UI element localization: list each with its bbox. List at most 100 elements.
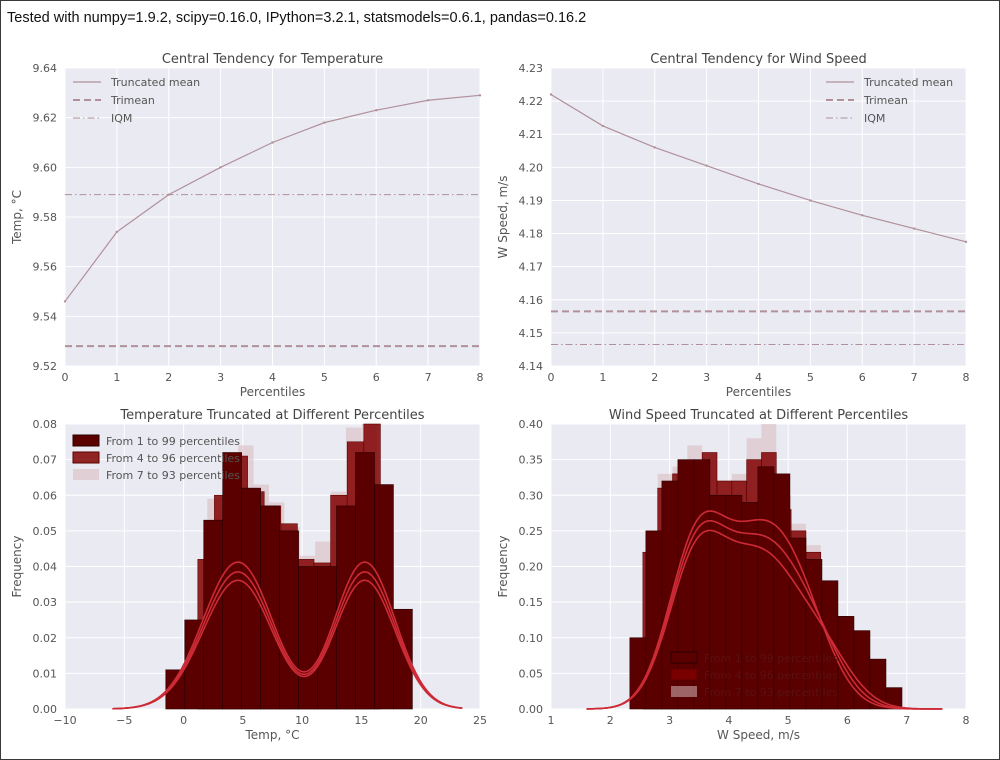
y-tick-label: 4.20	[519, 161, 544, 174]
legend-swatch	[670, 668, 698, 681]
x-tick-label: 8	[963, 371, 970, 384]
legend-swatch	[671, 686, 697, 697]
y-tick-label: 0.20	[519, 561, 544, 574]
wind-central-chart: 0 1 2 3 4 5 6 7 8 4.14 4.15 4.16 4.17 4.18 4.19 4.20 4.2…	[496, 52, 970, 399]
data-point	[219, 166, 222, 169]
x-tick-label: 7	[425, 371, 432, 384]
y-tick-label: 0.00	[519, 703, 544, 716]
legend-label: Trimean	[110, 94, 155, 107]
legend-label: IQM	[864, 112, 885, 125]
x-tick-label: 2	[165, 371, 172, 384]
x-tick-label: 6	[859, 371, 866, 384]
x-tick-label: 20	[414, 714, 428, 727]
y-tick-label: 9.62	[33, 112, 58, 125]
kde-curve	[112, 579, 463, 710]
y-tick-label: 9.64	[33, 62, 58, 75]
y-tick-label: 9.54	[33, 310, 58, 323]
x-tick-label: 2	[607, 714, 614, 727]
x-axis-label: W Speed, m/s	[717, 728, 800, 742]
data-point	[323, 121, 326, 124]
x-tick-label: 4	[755, 371, 762, 384]
histogram-bar	[885, 687, 903, 710]
x-tick-label: 3	[666, 714, 673, 727]
y-tick-label: 9.60	[33, 161, 58, 174]
y-tick-label: 4.21	[519, 128, 544, 141]
y-tick-label: 0.01	[33, 667, 58, 680]
data-point	[757, 182, 760, 186]
x-tick-label: 1	[548, 714, 555, 727]
data-point	[63, 300, 67, 303]
y-tick-label: 0.07	[33, 454, 58, 467]
data-point	[705, 164, 708, 167]
data-point	[653, 146, 656, 149]
y-tick-label: 4.16	[519, 294, 544, 307]
histogram-bar	[260, 505, 280, 710]
x-tick-label: 6	[373, 371, 380, 384]
kde-curve	[112, 571, 463, 710]
chart-title: Central Tendency for Temperature	[162, 52, 383, 67]
y-tick-label: 0.35	[519, 454, 544, 467]
y-tick-label: 0.25	[519, 525, 544, 538]
data-point	[375, 109, 378, 112]
legend-label: From 1 to 99 percentiles	[106, 435, 240, 448]
y-tick-label: 0.30	[519, 489, 544, 502]
kde-curve	[112, 561, 463, 710]
x-tick-label: 15	[354, 714, 368, 727]
data-point	[964, 240, 968, 244]
x-tick-label: 7	[903, 714, 910, 727]
y-tick-label: 9.58	[33, 211, 58, 224]
y-axis-label: Frequency	[10, 536, 24, 598]
data-point	[912, 227, 916, 230]
x-tick-label: 6	[844, 714, 851, 727]
data-point	[549, 93, 553, 96]
legend-label: IQM	[111, 112, 132, 125]
y-tick-label: 0.10	[519, 632, 544, 645]
legend-label: Truncated mean	[863, 76, 953, 89]
x-tick-label: −5	[116, 714, 132, 727]
x-tick-label: 1	[113, 371, 120, 384]
legend-label: Trimean	[863, 94, 908, 107]
y-axis-label: W Speed, m/s	[496, 176, 510, 259]
x-tick-label: 1	[599, 371, 606, 384]
wind-hist-chart: 1 2 3 4 5 6 7 8 0.00 0.05 0.10 0.15 0.20 0.25 0.30 0.35…	[496, 408, 970, 742]
y-tick-label: 0.08	[33, 418, 58, 431]
legend-label: From 7 to 93 percentiles	[106, 469, 240, 482]
legend-swatch	[73, 469, 99, 480]
x-tick-label: 3	[217, 371, 224, 384]
y-tick-label: 4.17	[519, 261, 544, 274]
x-tick-label: 3	[703, 371, 710, 384]
histogram-bar	[203, 519, 224, 710]
legend-label: From 4 to 96 percentiles	[704, 669, 838, 682]
x-tick-label: 5	[807, 371, 814, 384]
y-tick-label: 0.00	[33, 703, 58, 716]
y-tick-label: 0.03	[33, 596, 58, 609]
legend-label: From 7 to 93 percentiles	[704, 686, 838, 699]
data-point	[601, 124, 605, 128]
x-tick-label: 0	[548, 371, 555, 384]
x-axis-label: Temp, °C	[245, 728, 300, 742]
legend-label: Truncated mean	[110, 76, 200, 89]
x-tick-label: 5	[785, 714, 792, 727]
histogram-bar	[279, 530, 299, 710]
y-axis-label: Temp, °C	[10, 190, 24, 245]
y-tick-label: 9.56	[33, 261, 58, 274]
x-tick-label: 2	[651, 371, 658, 384]
data-point	[426, 99, 430, 102]
x-tick-label: −10	[53, 714, 76, 727]
y-tick-label: 0.05	[519, 667, 544, 680]
y-axis-label: Frequency	[496, 536, 510, 598]
x-tick-label: 10	[295, 714, 309, 727]
y-tick-label: 0.05	[33, 525, 58, 538]
temp-hist-chart: −10 −5 0 5 10 15 20 25 0.00 0.01 0.02 0.03 0.04 0.05 0…	[10, 408, 487, 742]
temp-central-chart: 0 1 2 3 4 5 6 7 8 9.52 9.54 9.56 9.58 9.60 9.62 9.64 Cen…	[10, 52, 484, 399]
y-tick-label: 4.14	[519, 360, 544, 373]
y-tick-label: 4.18	[519, 228, 544, 241]
x-axis-label: Percentiles	[726, 385, 791, 399]
y-tick-label: 4.15	[519, 327, 544, 340]
chart-title: Central Tendency for Wind Speed	[650, 52, 866, 67]
y-tick-label: 0.40	[519, 418, 544, 431]
x-tick-label: 5	[239, 714, 246, 727]
y-tick-label: 9.52	[33, 360, 58, 373]
x-tick-label: 8	[963, 714, 970, 727]
